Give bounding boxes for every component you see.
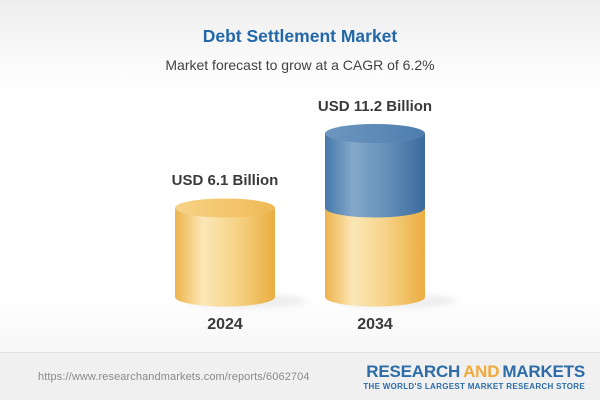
value-label-2034: USD 11.2 Billion bbox=[317, 97, 433, 115]
value-label-2024: USD 6.1 Billion bbox=[171, 172, 279, 190]
logo-word-research: RESEARCH bbox=[366, 361, 461, 381]
footer-bar: https://www.researchandmarkets.com/repor… bbox=[0, 352, 600, 400]
year-label-2034: 2034 bbox=[357, 316, 393, 333]
report-url: https://www.researchandmarkets.com/repor… bbox=[38, 370, 310, 383]
logo-wordmark: RESEARCH AND MARKETS bbox=[363, 363, 585, 380]
logo-tagline: THE WORLD'S LARGEST MARKET RESEARCH STOR… bbox=[363, 381, 585, 391]
chart-header: Debt Settlement Market Market forecast t… bbox=[0, 0, 600, 73]
chart-title: Debt Settlement Market bbox=[202, 26, 398, 46]
chart-subtitle: Market forecast to grow at a CAGR of 6.2… bbox=[165, 57, 435, 73]
researchandmarkets-logo: RESEARCH AND MARKETS THE WORLD'S LARGEST M… bbox=[363, 363, 585, 391]
year-label-2024: 2024 bbox=[207, 316, 243, 333]
logo-word-markets: MARKETS bbox=[502, 361, 585, 381]
logo-word-and: AND bbox=[463, 361, 500, 381]
